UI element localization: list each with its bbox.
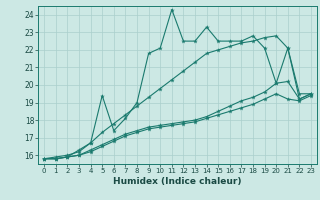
X-axis label: Humidex (Indice chaleur): Humidex (Indice chaleur)	[113, 177, 242, 186]
